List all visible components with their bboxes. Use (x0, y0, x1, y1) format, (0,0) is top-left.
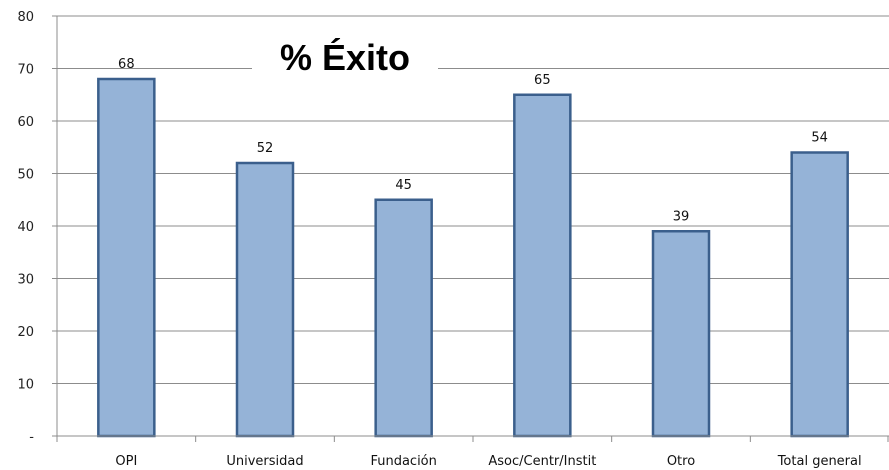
y-tick-label: 40 (17, 220, 34, 235)
category-label: Total general (777, 454, 862, 469)
chart-title-background (252, 33, 438, 83)
y-tick-label: - (29, 430, 34, 445)
category-label: OPI (115, 454, 137, 469)
bar (513, 93, 572, 438)
y-tick-label: 10 (17, 378, 34, 393)
bar (790, 151, 849, 438)
chart-title: % Éxito (280, 37, 410, 78)
y-tick-label: 30 (17, 273, 34, 288)
bar (235, 161, 295, 438)
category-label: Asoc/Centr/Instit (488, 454, 596, 469)
y-tick-labels: - 10 20 30 40 50 60 70 80 (17, 10, 57, 445)
category-label: Otro (667, 454, 695, 469)
data-label: 45 (395, 178, 412, 193)
data-label: 54 (811, 131, 828, 146)
bars (97, 77, 849, 438)
bar (374, 198, 433, 438)
y-tick-label: 80 (17, 10, 34, 25)
data-label: 65 (534, 73, 551, 88)
bar (651, 230, 711, 438)
category-label: Fundación (370, 454, 436, 469)
category-label: Universidad (226, 454, 303, 469)
data-label: 68 (118, 57, 135, 72)
data-labels: 68 52 45 65 39 54 (118, 57, 828, 224)
y-tick-label: 60 (17, 115, 34, 130)
y-tick-label: 20 (17, 325, 34, 340)
category-labels: OPI Universidad Fundación Asoc/Centr/Instit… (115, 454, 861, 469)
chart-title-group: % Éxito (252, 33, 438, 83)
data-label: 52 (257, 141, 274, 156)
y-tick-label: 70 (17, 63, 34, 78)
data-label: 39 (673, 209, 690, 224)
bar (97, 77, 156, 438)
gridlines (57, 15, 889, 384)
y-tick-label: 50 (17, 168, 34, 183)
axes (56, 16, 889, 442)
